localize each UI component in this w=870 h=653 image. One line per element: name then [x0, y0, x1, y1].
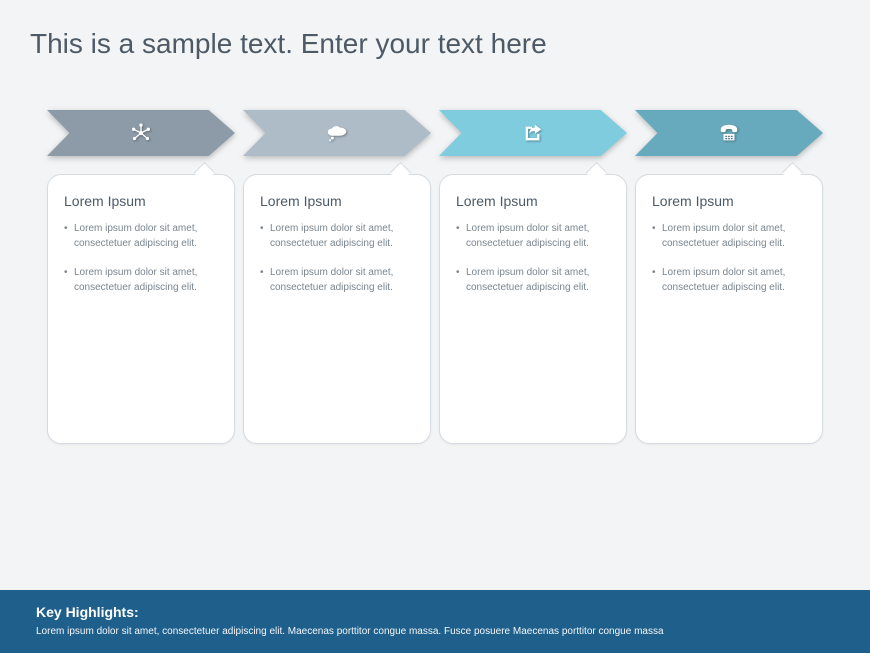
network-icon	[130, 122, 152, 144]
footer: Key Highlights: Lorem ipsum dolor sit am…	[0, 590, 870, 653]
card-title: Lorem Ipsum	[64, 193, 218, 209]
footer-title: Key Highlights:	[36, 604, 834, 620]
step-2: Lorem Ipsum Lorem ipsum dolor sit amet, …	[243, 110, 431, 444]
steps-row: Lorem Ipsum Lorem ipsum dolor sit amet, …	[0, 70, 870, 444]
list-item: Lorem ipsum dolor sit amet, consectetuer…	[456, 221, 610, 251]
card-1: Lorem Ipsum Lorem ipsum dolor sit amet, …	[47, 174, 235, 444]
bullet-list: Lorem ipsum dolor sit amet, consectetuer…	[260, 221, 414, 295]
card-2: Lorem Ipsum Lorem ipsum dolor sit amet, …	[243, 174, 431, 444]
card-title: Lorem Ipsum	[456, 193, 610, 209]
bullet-list: Lorem ipsum dolor sit amet, consectetuer…	[64, 221, 218, 295]
card-title: Lorem Ipsum	[260, 193, 414, 209]
slide: This is a sample text. Enter your text h…	[0, 0, 870, 653]
step-4: Lorem Ipsum Lorem ipsum dolor sit amet, …	[635, 110, 823, 444]
bullet-list: Lorem ipsum dolor sit amet, consectetuer…	[652, 221, 806, 295]
step-3: Lorem Ipsum Lorem ipsum dolor sit amet, …	[439, 110, 627, 444]
share-icon	[522, 122, 544, 144]
bullet-list: Lorem ipsum dolor sit amet, consectetuer…	[456, 221, 610, 295]
list-item: Lorem ipsum dolor sit amet, consectetuer…	[64, 221, 218, 251]
list-item: Lorem ipsum dolor sit amet, consectetuer…	[456, 265, 610, 295]
arrow-3	[439, 110, 627, 156]
arrow-1	[47, 110, 235, 156]
card-4: Lorem Ipsum Lorem ipsum dolor sit amet, …	[635, 174, 823, 444]
arrow-2	[243, 110, 431, 156]
card-title: Lorem Ipsum	[652, 193, 806, 209]
footer-text: Lorem ipsum dolor sit amet, consectetuer…	[36, 624, 834, 639]
list-item: Lorem ipsum dolor sit amet, consectetuer…	[652, 265, 806, 295]
step-1: Lorem Ipsum Lorem ipsum dolor sit amet, …	[47, 110, 235, 444]
page-title: This is a sample text. Enter your text h…	[0, 0, 870, 70]
card-3: Lorem Ipsum Lorem ipsum dolor sit amet, …	[439, 174, 627, 444]
list-item: Lorem ipsum dolor sit amet, consectetuer…	[260, 221, 414, 251]
list-item: Lorem ipsum dolor sit amet, consectetuer…	[260, 265, 414, 295]
list-item: Lorem ipsum dolor sit amet, consectetuer…	[652, 221, 806, 251]
thought-icon	[326, 122, 348, 144]
phone-icon	[718, 122, 740, 144]
arrow-4	[635, 110, 823, 156]
list-item: Lorem ipsum dolor sit amet, consectetuer…	[64, 265, 218, 295]
